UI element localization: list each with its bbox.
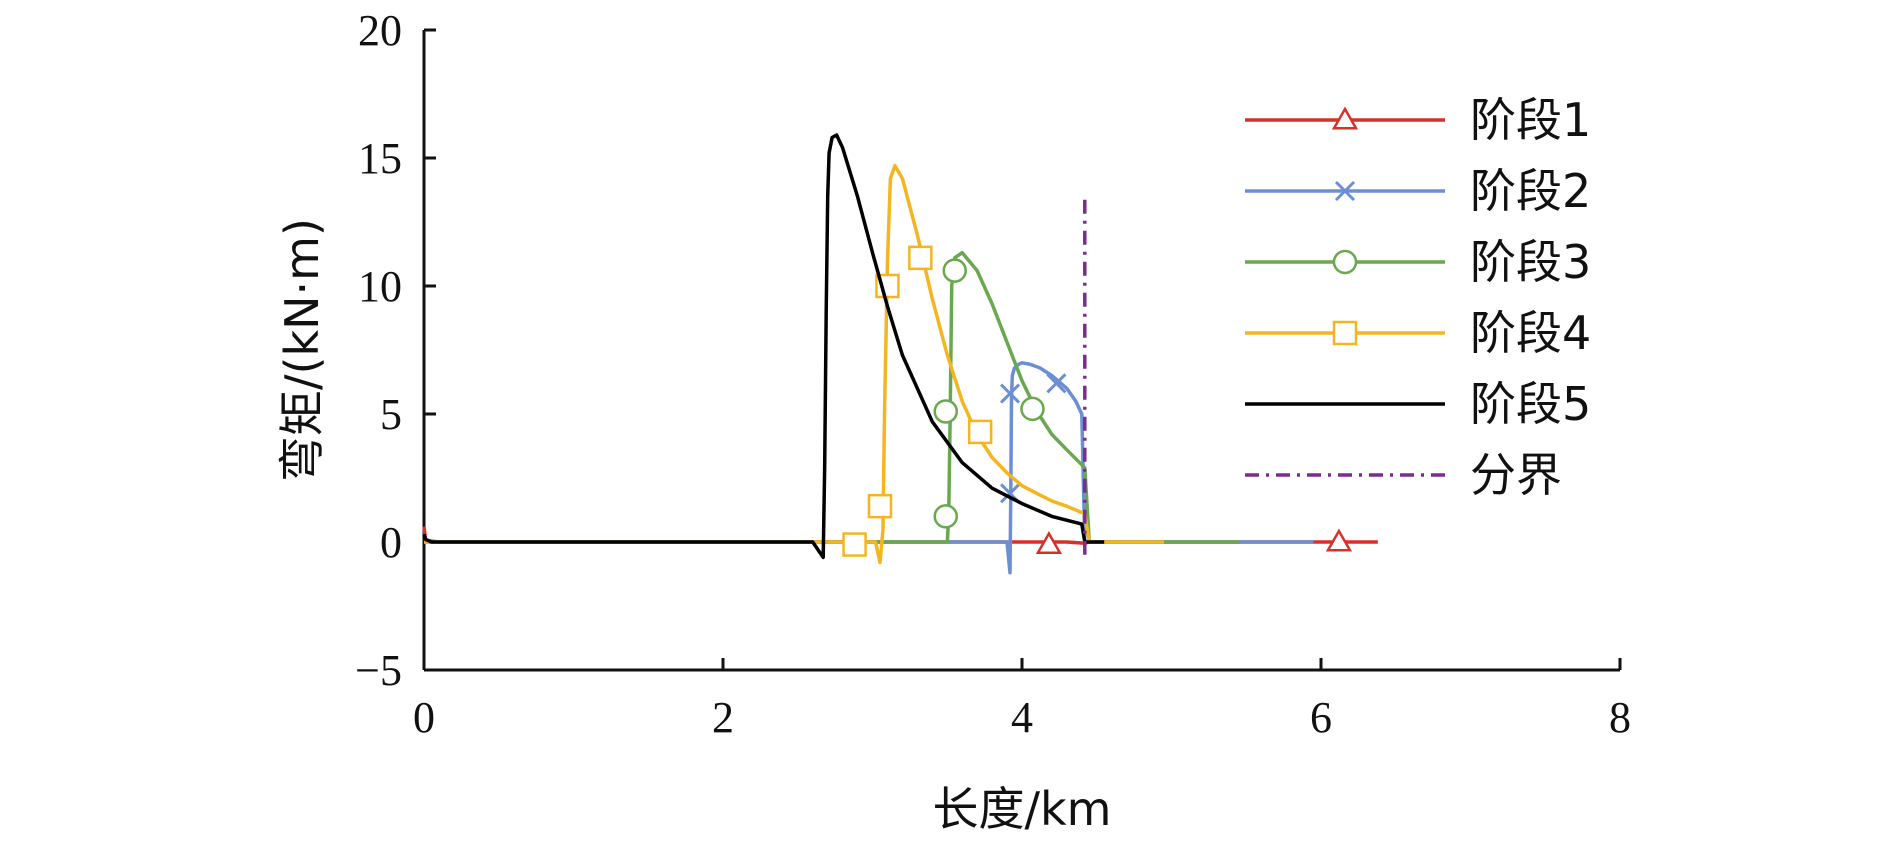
data-series bbox=[422, 133, 1378, 575]
series-4 bbox=[424, 163, 1164, 565]
series-3 bbox=[424, 250, 1239, 544]
legend-label: 阶段5 bbox=[1470, 377, 1591, 431]
legend: 阶段1 阶段2 阶段3 阶段4 阶段5 分界 bbox=[1245, 93, 1591, 502]
legend-item: 阶段5 bbox=[1245, 377, 1591, 431]
series-marker bbox=[999, 383, 1021, 404]
legend-marker bbox=[1332, 249, 1358, 275]
y-axis-title: 弯矩/(kN·m) bbox=[275, 218, 329, 482]
x-tick-label: 0 bbox=[413, 693, 435, 742]
series-marker bbox=[933, 504, 959, 529]
legend-item: 阶段3 bbox=[1245, 235, 1591, 289]
series-marker bbox=[908, 245, 933, 271]
x-tick-label: 6 bbox=[1310, 693, 1332, 742]
legend-label: 阶段4 bbox=[1470, 306, 1591, 360]
series-marker bbox=[967, 419, 993, 445]
legend-label: 阶段2 bbox=[1470, 164, 1591, 218]
series-marker bbox=[1035, 531, 1063, 555]
legend-marker bbox=[1332, 320, 1358, 346]
series-marker bbox=[942, 258, 967, 283]
series-marker bbox=[933, 399, 959, 424]
legend-item: 分界 bbox=[1245, 448, 1562, 502]
legend-label: 分界 bbox=[1470, 448, 1562, 502]
legend-label: 阶段3 bbox=[1470, 235, 1591, 289]
y-tick-label: −5 bbox=[355, 646, 402, 695]
series-5 bbox=[422, 133, 1105, 560]
x-tick-label: 8 bbox=[1609, 693, 1631, 742]
legend-item: 阶段4 bbox=[1245, 306, 1591, 360]
series-1 bbox=[422, 526, 1378, 555]
y-tick-label: 10 bbox=[358, 262, 402, 311]
legend-item: 阶段1 bbox=[1245, 93, 1591, 147]
series-marker bbox=[867, 493, 893, 519]
series-marker bbox=[1020, 396, 1045, 422]
series-line bbox=[424, 163, 1164, 565]
y-tick-label: 20 bbox=[358, 6, 402, 55]
x-tick-label: 2 bbox=[712, 693, 734, 742]
legend-marker bbox=[1334, 180, 1356, 202]
series-line bbox=[424, 250, 1239, 544]
series-marker bbox=[842, 532, 867, 557]
legend-item: 阶段2 bbox=[1245, 164, 1591, 218]
legend-label: 阶段1 bbox=[1470, 93, 1591, 147]
series-line bbox=[422, 133, 1105, 560]
y-tick-label: 0 bbox=[380, 518, 402, 567]
y-tick-label: 5 bbox=[380, 390, 402, 439]
x-axis-title: 长度/km bbox=[933, 782, 1112, 836]
series-marker bbox=[1046, 373, 1067, 394]
y-tick-label: 15 bbox=[358, 134, 402, 183]
series-marker bbox=[1325, 528, 1353, 552]
x-tick-label: 4 bbox=[1011, 693, 1033, 742]
legend-marker bbox=[1331, 106, 1359, 130]
